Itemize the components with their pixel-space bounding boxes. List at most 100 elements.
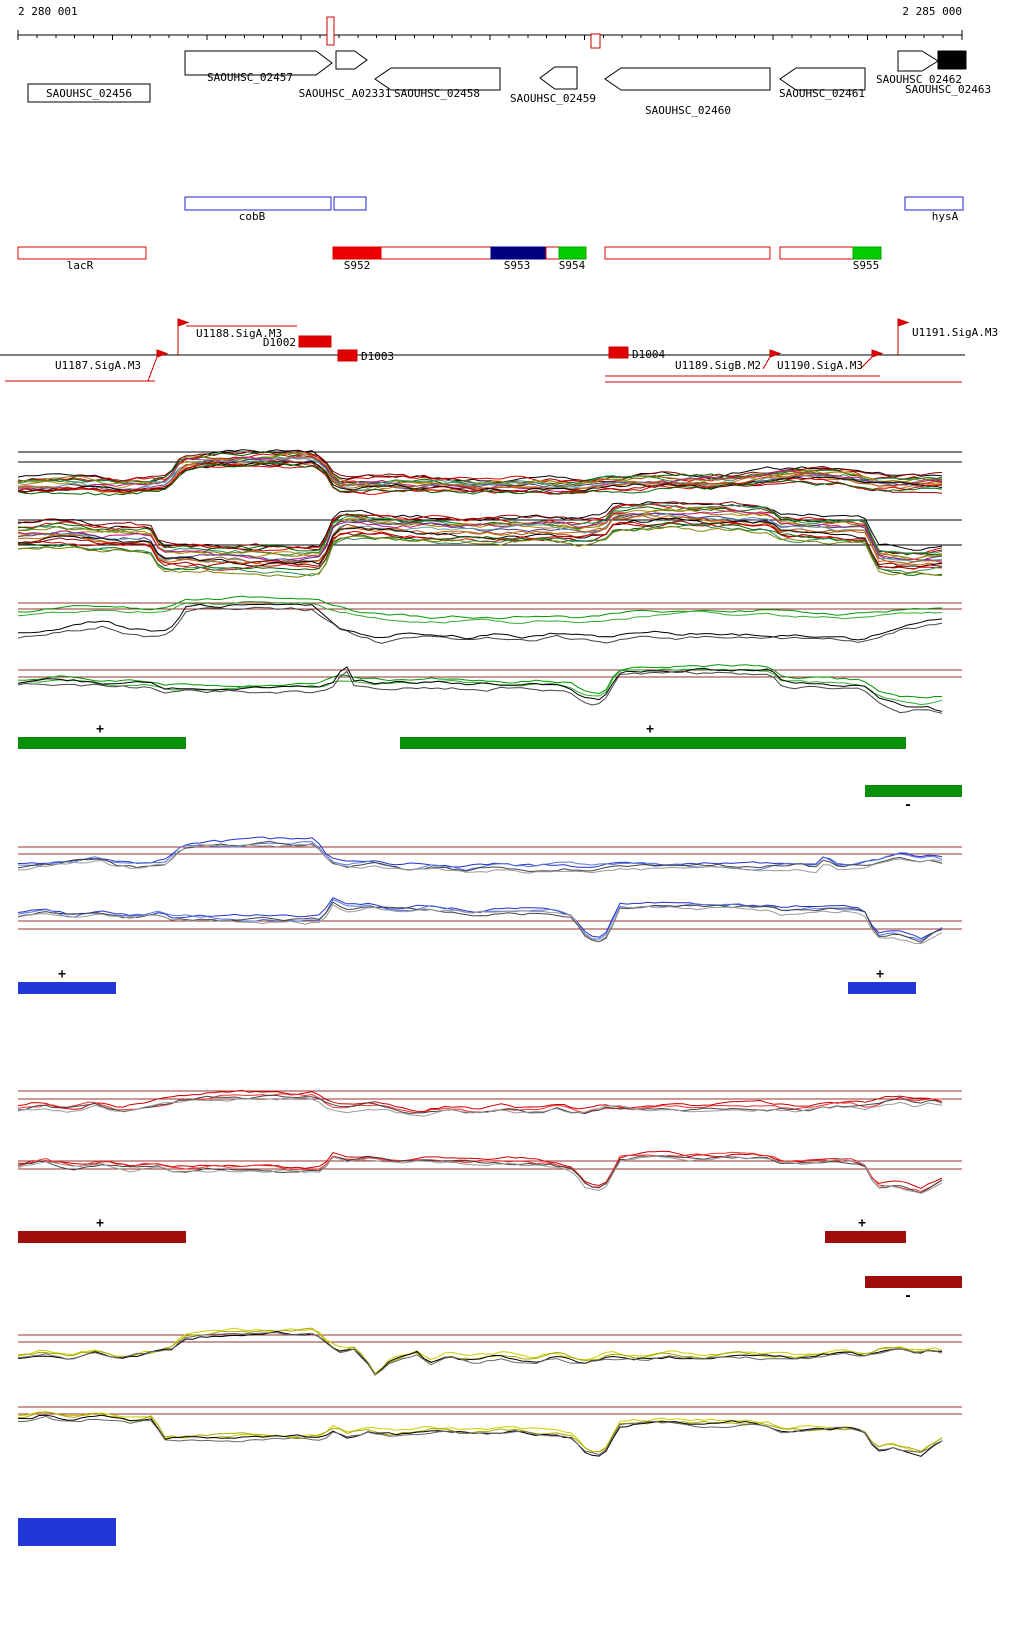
signal-line bbox=[17, 449, 943, 483]
gene-label: SAOUHSC_02459 bbox=[510, 92, 596, 105]
strand-bar[interactable] bbox=[18, 737, 186, 749]
gene-arrow[interactable] bbox=[539, 66, 578, 90]
signal-line bbox=[17, 462, 943, 497]
tss-flag-icon[interactable] bbox=[769, 349, 782, 358]
tu-box[interactable] bbox=[298, 335, 332, 348]
signal-line bbox=[17, 1151, 943, 1192]
signal-line bbox=[17, 904, 943, 945]
signal-line bbox=[17, 666, 943, 712]
tu-label: U1191.SigA.M3 bbox=[912, 326, 998, 339]
segment-box[interactable] bbox=[380, 246, 492, 260]
signal-line bbox=[17, 836, 943, 868]
tu-label: D1002 bbox=[263, 336, 296, 349]
segment-box[interactable] bbox=[852, 246, 882, 260]
strand-sign: + bbox=[96, 722, 104, 737]
strand-sign: + bbox=[646, 722, 654, 737]
signal-line bbox=[17, 513, 943, 564]
segment-box-label: S954 bbox=[559, 259, 586, 272]
tu-extent-line bbox=[147, 356, 158, 382]
segment-box[interactable] bbox=[779, 246, 854, 260]
segment-box[interactable] bbox=[604, 246, 771, 260]
segment-box-label: lacR bbox=[67, 259, 94, 272]
signal-line bbox=[17, 461, 943, 495]
tu-label: U1188.SigA.M3 bbox=[196, 327, 282, 340]
signal-line bbox=[17, 523, 943, 577]
strand-sign: + bbox=[58, 967, 66, 982]
signal-line bbox=[17, 1089, 943, 1113]
gene-label: SAOUHSC_02456 bbox=[46, 87, 132, 100]
annotation-box[interactable] bbox=[333, 196, 367, 211]
ruler-marker bbox=[590, 33, 601, 49]
signal-line bbox=[17, 595, 943, 620]
gene-label: SAOUHSC_A02331 bbox=[299, 87, 392, 100]
gene-arrow[interactable] bbox=[604, 67, 771, 91]
tu-box[interactable] bbox=[337, 349, 358, 362]
tu-label: D1004 bbox=[632, 348, 665, 361]
signal-line bbox=[17, 1414, 943, 1457]
signal-line bbox=[17, 1415, 943, 1456]
strand-bar[interactable] bbox=[865, 785, 962, 797]
tss-flag-icon[interactable] bbox=[177, 318, 190, 327]
strand-bar[interactable] bbox=[400, 737, 906, 749]
tss-flag-icon[interactable] bbox=[156, 349, 169, 358]
strand-sign: + bbox=[96, 1216, 104, 1231]
gene-label: SAOUHSC_02457 bbox=[207, 71, 293, 84]
gene-label: SAOUHSC_02461 bbox=[779, 87, 865, 100]
strand-bar[interactable] bbox=[18, 1518, 116, 1546]
tu-label: U1190.SigA.M3 bbox=[777, 359, 863, 372]
strand-bar[interactable] bbox=[825, 1231, 906, 1243]
annotation-box[interactable] bbox=[184, 196, 332, 211]
gene-arrow[interactable] bbox=[27, 83, 151, 103]
segment-box[interactable] bbox=[332, 246, 382, 260]
signal-line bbox=[17, 514, 943, 566]
signal-line bbox=[17, 1330, 943, 1376]
segment-box-label: S955 bbox=[853, 259, 880, 272]
signal-line bbox=[17, 670, 943, 714]
signal-line bbox=[17, 1411, 943, 1453]
gene-arrow[interactable] bbox=[937, 50, 967, 70]
signal-line bbox=[17, 1150, 943, 1190]
signal-line bbox=[17, 1097, 943, 1117]
tu-extent-line bbox=[762, 356, 771, 370]
gene-label: SAOUHSC_02463 bbox=[905, 83, 991, 96]
segment-box[interactable] bbox=[490, 246, 547, 260]
segment-box[interactable] bbox=[545, 246, 560, 260]
segment-box[interactable] bbox=[558, 246, 587, 260]
strand-bar[interactable] bbox=[18, 982, 116, 994]
gene-arrow[interactable] bbox=[184, 50, 333, 76]
ruler-marker bbox=[326, 16, 335, 46]
signal-line bbox=[17, 898, 943, 942]
signal-line bbox=[17, 896, 943, 940]
annotation-box[interactable] bbox=[904, 196, 964, 211]
tss-flag-icon[interactable] bbox=[871, 349, 884, 358]
segment-box[interactable] bbox=[17, 246, 147, 260]
signal-line bbox=[17, 600, 943, 624]
strand-sign: - bbox=[904, 1289, 912, 1304]
signal-line bbox=[17, 525, 943, 578]
tu-box[interactable] bbox=[608, 346, 629, 359]
gene-arrow[interactable] bbox=[779, 67, 866, 91]
gene-arrow[interactable] bbox=[897, 50, 939, 72]
gene-arrow[interactable] bbox=[374, 67, 501, 91]
tu-extent-line bbox=[859, 356, 873, 370]
strand-bar[interactable] bbox=[18, 1231, 186, 1243]
strand-sign: - bbox=[904, 798, 912, 813]
signal-line bbox=[17, 606, 943, 644]
signal-line bbox=[17, 1327, 943, 1376]
strand-sign: + bbox=[858, 1216, 866, 1231]
ruler-start-label: 2 280 001 bbox=[18, 5, 78, 18]
tu-label: U1187.SigA.M3 bbox=[55, 359, 141, 372]
strand-bar[interactable] bbox=[865, 1276, 962, 1288]
segment-box-label: S953 bbox=[504, 259, 531, 272]
signal-line bbox=[17, 603, 943, 641]
gene-label: SAOUHSC_02460 bbox=[645, 104, 731, 117]
signal-line bbox=[17, 463, 943, 495]
strand-sign: + bbox=[876, 967, 884, 982]
signal-line bbox=[17, 1155, 943, 1194]
strand-bar[interactable] bbox=[848, 982, 916, 994]
gene-arrow[interactable] bbox=[335, 50, 368, 70]
tss-flag-icon[interactable] bbox=[897, 318, 910, 327]
signal-line bbox=[17, 1332, 943, 1376]
